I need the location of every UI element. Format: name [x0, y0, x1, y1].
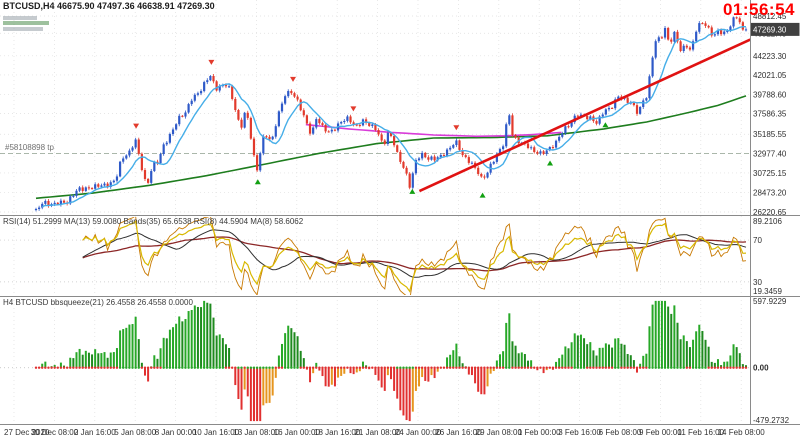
buy-signal-icon	[409, 188, 416, 194]
time-axis-label: 24 Jan 00:00	[394, 428, 442, 437]
price-axis-label: 44223.30	[753, 52, 787, 61]
time-axis-label: 2 Jan 16:00	[73, 428, 116, 437]
time-axis-label: 30 Dec 08:00	[30, 428, 79, 437]
time-axis[interactable]: 27 Dec 2020 30 Dec 08:00 2 Jan 16:00 5 Jan …	[0, 428, 800, 442]
chart-title: BTCUSD,H4 46675.90 47497.36 46638.91 472…	[3, 1, 215, 11]
price-axis-label: 37586.35	[753, 109, 787, 118]
time-axis-label: 26 Jan 16:00	[435, 428, 482, 437]
grid	[0, 0, 750, 424]
sell-signal-icon	[133, 123, 140, 129]
rsi-axis-label: 30	[753, 278, 762, 287]
axes: 48812.4546822.4044223.3042021.0539788.60…	[0, 0, 800, 425]
buy-signal-icon	[547, 160, 554, 166]
time-axis-label: 3 Feb 16:00	[558, 428, 601, 437]
sell-signal-icon	[350, 106, 357, 112]
time-axis-label: 5 Jan 08:00	[114, 428, 157, 437]
squeeze-axis-label: -479.2732	[753, 416, 790, 425]
rsi-axis-label: 70	[753, 236, 762, 245]
time-axis-label: 16 Jan 00:00	[273, 428, 320, 437]
price-axis-label: 42021.05	[753, 71, 787, 80]
current-price-tag	[750, 22, 800, 36]
time-axis-label: 10 Jan 16:00	[192, 428, 240, 437]
main-pane[interactable]	[0, 16, 750, 212]
bbsqueeze-indicator-label: H4 BTCUSD bbsqueeze(21) 26.4558 26.4558 …	[3, 298, 193, 307]
buy-signal-icon	[254, 179, 261, 185]
time-axis-label: 9 Feb 00:00	[639, 428, 682, 437]
price-axis-label: 32977.40	[753, 149, 787, 158]
price-axis-label: 48812.45	[753, 12, 787, 21]
squeeze-axis-label: 597.9229	[753, 297, 787, 306]
time-axis-label: 11 Feb 16:00	[677, 428, 725, 437]
candle-countdown-timer: 01:56:54	[722, 0, 795, 19]
sell-signal-icon	[453, 125, 460, 131]
time-axis-label: 8 Jan 00:00	[154, 428, 197, 437]
squeeze-pane[interactable]	[0, 300, 750, 422]
rsi-axis-label: 19.3459	[753, 287, 782, 296]
current-price-tag-text: 47269.30	[753, 25, 787, 34]
time-axis-label: 14 Feb 08:00	[717, 428, 765, 437]
price-axis-label: 30725.15	[753, 169, 787, 178]
time-axis-label: 13 Jan 08:00	[233, 428, 280, 437]
rsi-indicator-label: RSI(14) 51.2999 MA(13) 59.0080 Bands(35)…	[3, 217, 304, 226]
time-axis-label: 1 Feb 00:00	[517, 428, 561, 437]
price-axis-label: 35185.55	[753, 130, 787, 139]
rsi-pane[interactable]	[0, 216, 750, 300]
time-axis-label: 21 Jan 08:00	[354, 428, 401, 437]
time-axis-label: 27 Dec 2020	[4, 428, 50, 437]
rsi-axis-label: 89.2106	[753, 217, 782, 226]
price-axis-label: 26220.65	[753, 208, 787, 217]
time-axis-label: 18 Jan 16:00	[314, 428, 361, 437]
order-tp-label: #58108898 tp	[5, 143, 54, 153]
squeeze-axis-label: 0.00	[753, 364, 769, 373]
time-axis-label: 29 Jan 08:00	[475, 428, 522, 437]
sell-signal-icon	[208, 59, 215, 65]
sell-signal-icon	[290, 76, 297, 82]
time-axis-label: 6 Feb 08:00	[598, 428, 642, 437]
buy-signal-icon	[479, 192, 486, 198]
ea-info-overlay	[3, 14, 53, 32]
buy-signal-icon	[602, 122, 609, 128]
price-axis-label: 39788.60	[753, 90, 787, 99]
price-axis-label: 28473.20	[753, 188, 787, 197]
